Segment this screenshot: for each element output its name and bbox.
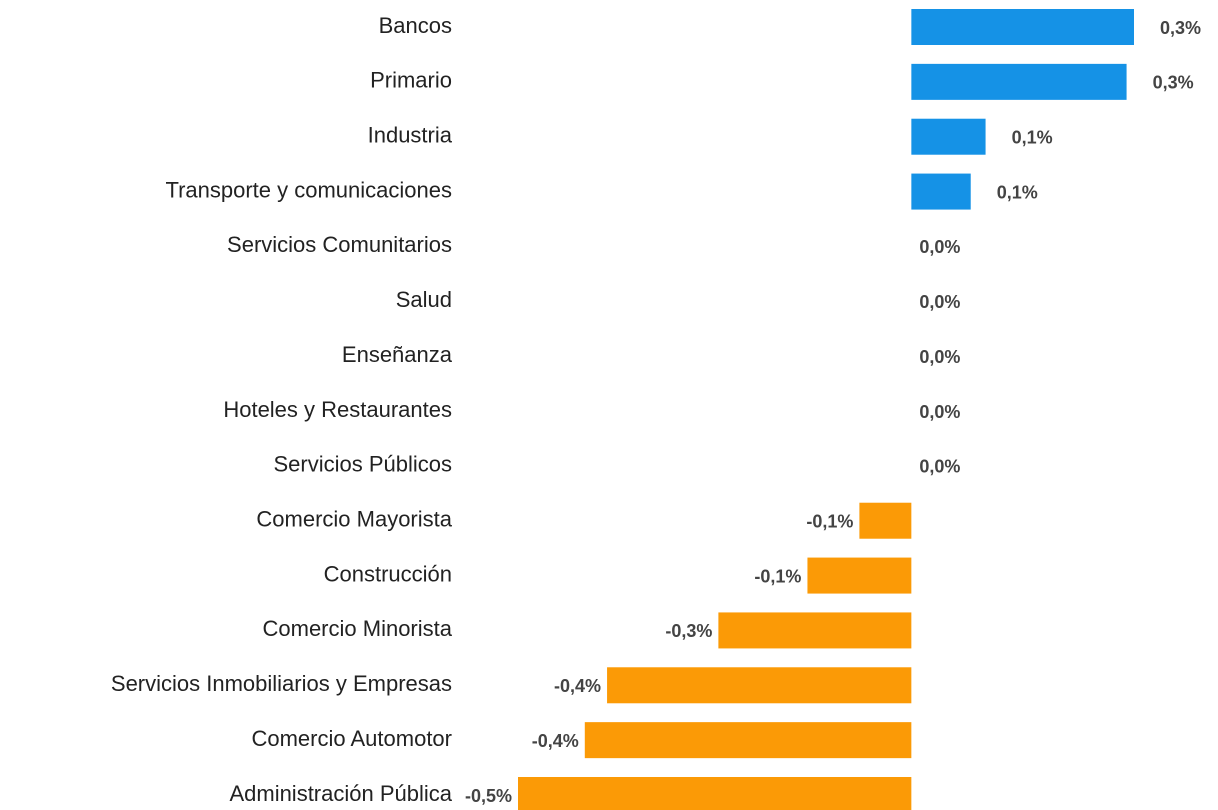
bar [911,173,971,210]
value-label: -0,5% [465,786,512,806]
bar [518,777,912,810]
value-label: 0,3% [1153,73,1194,93]
value-label: -0,4% [554,676,601,696]
value-label: 0,1% [997,182,1038,202]
value-label: 0,0% [919,347,960,367]
bar [807,557,912,594]
category-label: Servicios Inmobiliarios y Empresas [111,671,452,696]
category-label: Transporte y comunicaciones [165,177,452,202]
category-label: Industria [368,123,453,148]
category-label: Salud [396,287,452,312]
value-label: 0,0% [919,402,960,422]
category-label: Administración Pública [229,781,452,806]
category-label: Comercio Minorista [263,616,453,641]
bar [584,722,912,759]
bar [859,502,912,539]
value-label: -0,3% [665,621,712,641]
value-label: -0,1% [754,566,801,586]
value-label: 0,0% [919,237,960,257]
value-label: -0,4% [532,731,579,751]
category-label: Comercio Mayorista [256,507,452,532]
category-label: Bancos [379,13,452,38]
bar [607,667,912,704]
value-label: 0,0% [919,292,960,312]
value-label: -0,1% [806,511,853,531]
category-label: Servicios Públicos [273,452,452,477]
category-label: Hoteles y Restaurantes [223,397,452,422]
bar [911,9,1134,45]
value-label: 0,1% [1012,127,1053,147]
value-label: 0,3% [1160,18,1201,38]
category-label: Enseñanza [342,342,453,367]
bar [911,63,1127,100]
category-label: Primario [370,68,452,93]
category-label: Construcción [324,561,452,586]
bar [911,118,986,155]
bar [718,612,912,649]
value-label: 0,0% [919,457,960,477]
category-label: Servicios Comunitarios [227,232,452,257]
category-label: Comercio Automotor [251,726,452,751]
